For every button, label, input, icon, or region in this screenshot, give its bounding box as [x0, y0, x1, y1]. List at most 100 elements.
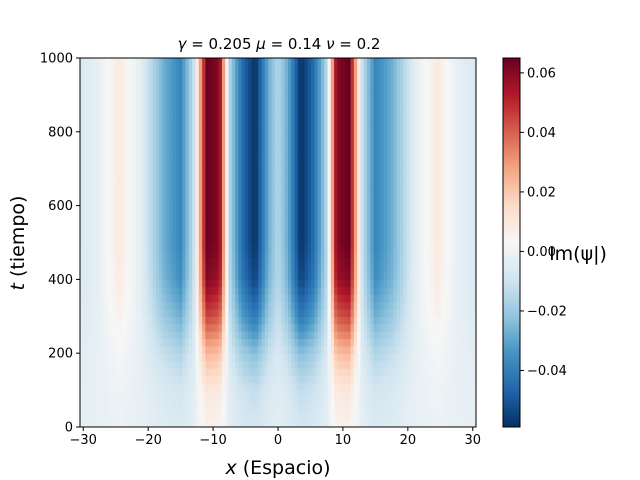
heatmap-cell [274, 331, 279, 340]
heatmap-cell [426, 316, 431, 325]
heatmap-cell [129, 390, 134, 399]
heatmap-cell [235, 161, 239, 170]
heatmap-cell [93, 331, 98, 340]
heatmap-cell [142, 183, 147, 192]
heatmap-cell [119, 301, 124, 310]
heatmap-cell [241, 375, 246, 384]
heatmap-cell [439, 212, 444, 221]
heatmap-cell [274, 323, 279, 332]
heatmap-cell [472, 131, 476, 140]
heatmap-cell [443, 205, 447, 214]
heatmap-cell [439, 397, 444, 406]
heatmap-cell [350, 235, 355, 244]
heatmap-cell [205, 168, 210, 177]
heatmap-cell [198, 301, 203, 310]
heatmap-cell [443, 412, 447, 421]
heatmap-cell [304, 404, 309, 413]
heatmap-cell [179, 331, 183, 340]
heatmap-cell [353, 183, 358, 192]
heatmap-cell [429, 146, 434, 155]
heatmap-cell [400, 146, 404, 155]
heatmap-cell [370, 176, 375, 185]
heatmap-cell [139, 242, 144, 251]
heatmap-cell [278, 139, 282, 148]
heatmap-cell [93, 397, 98, 406]
heatmap-cell [410, 176, 414, 185]
heatmap-cell [278, 331, 282, 340]
heatmap-cell [142, 419, 147, 427]
heatmap-cell [155, 338, 160, 347]
heatmap-cell [334, 412, 338, 421]
heatmap-cell [172, 124, 177, 133]
heatmap-cell [396, 353, 401, 362]
heatmap-cell [83, 353, 88, 362]
heatmap-cell [83, 235, 88, 244]
heatmap-cell [324, 161, 329, 170]
heatmap-cell [436, 286, 441, 295]
heatmap-cell [416, 168, 421, 177]
heatmap-cell [281, 212, 286, 221]
heatmap-cell [136, 294, 140, 303]
heatmap-cell [165, 146, 170, 155]
heatmap-cell [149, 117, 154, 126]
heatmap-cell [136, 212, 140, 221]
heatmap-cell [195, 323, 200, 332]
heatmap-cell [419, 382, 424, 391]
heatmap-cell [291, 220, 296, 229]
heatmap-cell [413, 131, 418, 140]
heatmap-cell [218, 360, 223, 369]
heatmap-cell [419, 367, 424, 376]
heatmap-cell [377, 331, 381, 340]
heatmap-cell [119, 367, 124, 376]
heatmap-cell [109, 390, 114, 399]
heatmap-cell [406, 382, 411, 391]
heatmap-cell [86, 146, 91, 155]
heatmap-cell [439, 176, 444, 185]
heatmap-cell [324, 198, 329, 207]
heatmap-cell [116, 198, 121, 207]
heatmap-cell [317, 227, 322, 236]
heatmap-cell [340, 331, 345, 340]
heatmap-cell [264, 367, 269, 376]
heatmap-cell [261, 367, 266, 376]
heatmap-cell [383, 360, 388, 369]
heatmap-cell [419, 198, 424, 207]
heatmap-cell [334, 153, 338, 162]
heatmap-cell [287, 404, 292, 413]
heatmap-cell [225, 205, 230, 214]
heatmap-cell [113, 390, 117, 399]
heatmap-cell [251, 161, 256, 170]
heatmap-cell [380, 382, 385, 391]
heatmap-cell [248, 404, 253, 413]
heatmap-cell [433, 227, 437, 236]
heatmap-cell [423, 419, 428, 427]
heatmap-cell [129, 190, 134, 199]
heatmap-cell [466, 301, 470, 310]
heatmap-cell [198, 367, 203, 376]
heatmap-cell [469, 345, 474, 354]
heatmap-cell [113, 212, 117, 221]
heatmap-cell [96, 331, 101, 340]
heatmap-cell [347, 146, 352, 155]
heatmap-cell [370, 308, 375, 317]
heatmap-cell [271, 257, 276, 266]
heatmap-cell [113, 331, 117, 340]
heatmap-cell [383, 220, 388, 229]
heatmap-cell [426, 375, 431, 384]
heatmap-cell [452, 294, 457, 303]
heatmap-cell [347, 176, 352, 185]
heatmap-cell [182, 139, 187, 148]
heatmap-cell [179, 323, 183, 332]
heatmap-cell [311, 153, 315, 162]
heatmap-cell [205, 146, 210, 155]
heatmap-cell [225, 183, 230, 192]
heatmap-cell [146, 124, 150, 133]
heatmap-cell [175, 323, 180, 332]
heatmap-cell [169, 419, 173, 427]
heatmap-cell [429, 316, 434, 325]
heatmap-cell [261, 161, 266, 170]
heatmap-cell [334, 198, 338, 207]
heatmap-cell [472, 198, 476, 207]
heatmap-cell [311, 139, 315, 148]
heatmap-cell [284, 117, 289, 126]
